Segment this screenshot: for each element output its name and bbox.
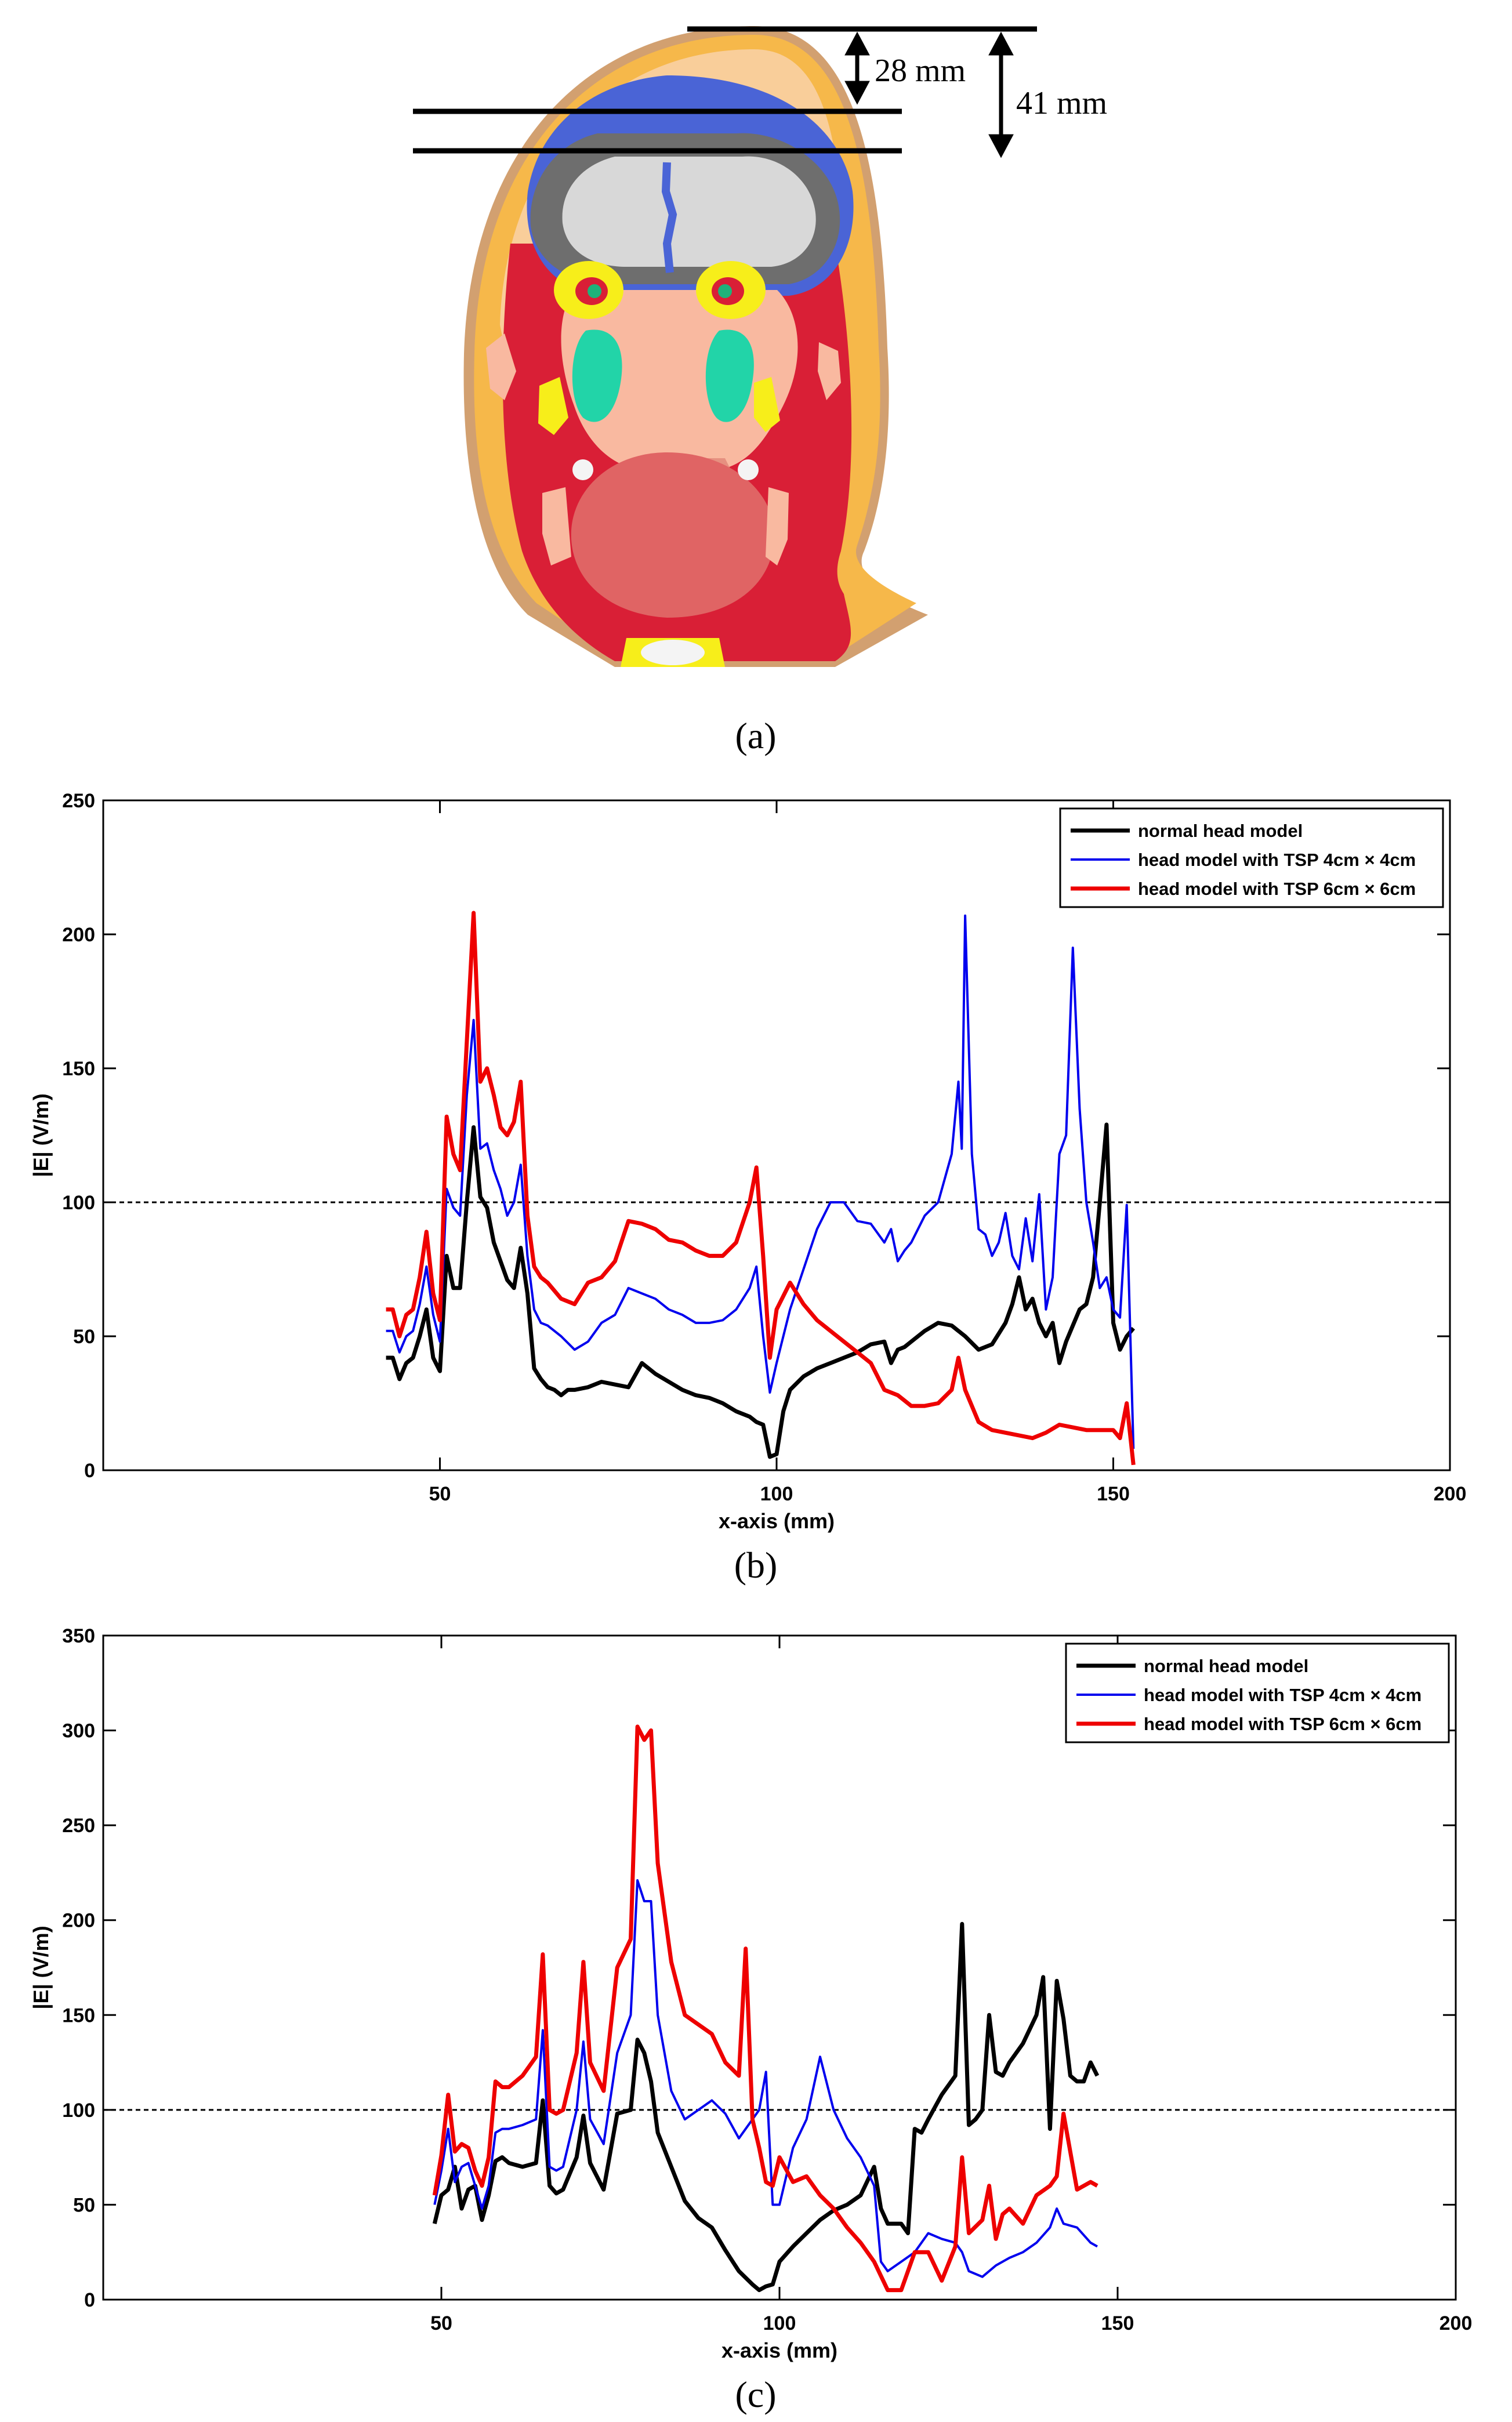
chartb-xtick-label: 50	[429, 1483, 451, 1505]
chartc-legend-label: head model with TSP 6cm × 6cm	[1144, 1714, 1422, 1734]
chartc-ytick-label: 250	[62, 1815, 95, 1837]
chartc-ytick-label: 200	[62, 1910, 95, 1932]
tongue-region	[571, 452, 775, 618]
chartb-ylabel: |E| (V/m)	[29, 1093, 53, 1177]
chartb-series-line-1	[386, 1122, 1135, 1459]
chartb-legend	[1059, 807, 1444, 908]
arrow-41mm	[988, 31, 1014, 158]
chartc-ytick-label: 0	[84, 2289, 95, 2311]
chartb-legend-label: head model with TSP 6cm × 6cm	[1138, 879, 1416, 899]
chartc-ytick-label: 150	[62, 2004, 95, 2026]
right-jaw	[766, 487, 789, 565]
chartc-xtick-label: 50	[430, 2312, 452, 2334]
chart-c: 50 100 150 200 0 50 100 150 200 250 300 350 x-axis (…	[29, 1625, 1472, 2415]
chartc-series-line-1	[432, 1921, 1100, 2293]
chartb-legend-label: normal head model	[1138, 821, 1303, 841]
left-bone-patch	[538, 377, 568, 435]
chartb-xtick-label: 200	[1434, 1483, 1467, 1505]
chartc-xtick-label: 200	[1440, 2312, 1473, 2334]
arrow-28mm	[844, 31, 870, 105]
midline-sulcus	[661, 162, 677, 273]
chartb-ytick-label: 100	[62, 1192, 95, 1214]
right-ear	[818, 342, 841, 400]
chartb-series-line-2	[386, 914, 1135, 1449]
skin-right-edge	[835, 244, 882, 615]
chartb-ytick-label: 50	[73, 1326, 95, 1348]
white-matter	[562, 156, 816, 267]
chartb-ytick-label: 200	[62, 924, 95, 946]
chartb-ytick-label: 250	[62, 790, 95, 812]
label-28mm: 28 mm	[875, 53, 966, 89]
right-bone-patch	[754, 377, 780, 432]
left-ear	[486, 333, 516, 400]
chartc-xlabel: x-axis (mm)	[721, 2338, 837, 2362]
chartc-xtick-label: 150	[1101, 2312, 1134, 2334]
chartb-xlabel: x-axis (mm)	[719, 1509, 835, 1533]
chartc-ylabel: |E| (V/m)	[29, 1926, 53, 2009]
head-section-image: 28 mm 41 mm	[406, 26, 1107, 715]
chartc-plot-frame	[102, 1634, 1457, 2301]
chartc-legend-label: normal head model	[1144, 1656, 1308, 1676]
caption-a: (a)	[735, 715, 776, 756]
right-sinus	[705, 329, 754, 422]
chartc-legend	[1065, 1643, 1450, 1743]
chartb-series-line-3	[386, 911, 1136, 1466]
chartb-caption: (b)	[734, 1544, 778, 1586]
chartb-ytick-label: 150	[62, 1058, 95, 1080]
chartb-xtick-label: 150	[1097, 1483, 1130, 1505]
left-sinus	[572, 329, 622, 422]
chartc-ytick-label: 100	[62, 2100, 95, 2122]
chartc-series-line-3	[432, 1724, 1098, 2293]
chartc-series-line-2	[433, 1879, 1098, 2278]
chartb-legend-label: head model with TSP 4cm × 4cm	[1138, 850, 1416, 870]
chart-b: 50 100 150 200 0 50 100 150 200 250 x-axis (mm) |E|…	[29, 790, 1466, 1586]
chartc-ytick-label: 50	[73, 2194, 95, 2216]
left-jaw	[542, 487, 571, 565]
label-41mm: 41 mm	[1016, 85, 1107, 121]
chartc-caption: (c)	[735, 2374, 776, 2415]
chartb-ytick-label: 0	[84, 1460, 95, 1482]
chartc-ytick-label: 350	[62, 1625, 95, 1647]
chartc-xtick-label: 100	[763, 2312, 796, 2334]
chartc-legend-label: head model with TSP 4cm × 4cm	[1144, 1685, 1422, 1705]
chartb-xtick-label: 100	[760, 1483, 793, 1505]
chartc-ytick-label: 300	[62, 1720, 95, 1742]
